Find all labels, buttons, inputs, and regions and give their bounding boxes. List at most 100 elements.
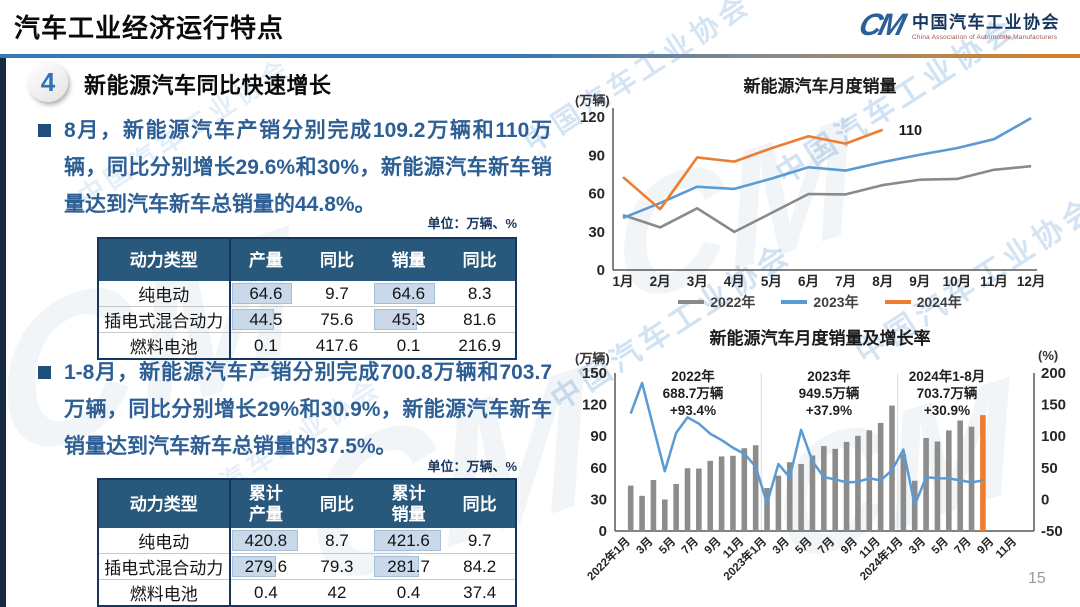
column-header: 销量 (372, 238, 445, 281)
svg-text:2022年1月: 2022年1月 (584, 534, 633, 583)
logo-name-en: China Association of Automobile Manufact… (912, 34, 1058, 41)
cell-data-bar (231, 530, 298, 551)
caam-logo-text: 中国汽车工业协会 China Association of Automobile… (912, 8, 1060, 41)
column-header: 动力类型 (98, 238, 231, 281)
svg-text:7月: 7月 (952, 535, 974, 557)
svg-text:3月: 3月 (906, 535, 928, 557)
svg-text:5月: 5月 (793, 535, 815, 557)
svg-text:5月: 5月 (656, 535, 678, 557)
svg-text:100: 100 (1041, 428, 1066, 445)
cell-data-bar (373, 283, 435, 304)
svg-text:50: 50 (1041, 460, 1058, 477)
svg-text:10月: 10月 (943, 274, 972, 289)
table-cell: 75.6 (301, 306, 373, 333)
column-header: 同比 (301, 238, 373, 281)
svg-text:7月: 7月 (835, 274, 856, 289)
table-cumulative-by-powertype: 动力类型 累计 产量 同比 累计 销量 同比 纯电动 420.8 8.7 421.6 9.7 插电式… (97, 478, 517, 607)
svg-text:8月: 8月 (872, 274, 893, 289)
svg-text:3月: 3月 (634, 535, 656, 557)
column-header: 同比 (444, 479, 516, 528)
table-cell: 8.7 (325, 530, 349, 550)
bullet-jan-aug-text: 1-8月，新能源汽车产销分别完成700.8万辆和703.7万辆，同比分别增长29… (64, 361, 552, 458)
svg-text:120: 120 (580, 109, 605, 126)
unit-label-table2: 单位：万辆、% (427, 459, 517, 474)
chart2-year-annotation: 2023年 949.5万辆 +37.9% (798, 369, 860, 418)
table-row: 插电式混合动力 279.6 79.3 281.7 84.2 (98, 553, 516, 580)
table-cell: 42 (301, 579, 373, 606)
svg-text:11月: 11月 (980, 274, 1008, 289)
table-cell: 燃料电池 (98, 579, 231, 606)
table-cell: 417.6 (301, 332, 373, 359)
svg-text:0: 0 (1041, 491, 1049, 508)
table-row: 燃料电池 0.1 417.6 0.1 216.9 (98, 332, 516, 359)
unit-label-table1: 单位：万辆、% (427, 216, 517, 231)
legend-line-swatch (781, 300, 808, 304)
svg-text:7月: 7月 (815, 535, 837, 557)
cell-data-bar (231, 283, 292, 304)
cell-data-bar (231, 556, 277, 577)
chart2-title: 新能源汽车月度销量及增长率 (709, 329, 931, 348)
svg-text:9月: 9月 (975, 535, 997, 557)
svg-text:0: 0 (597, 262, 605, 279)
table-cell: 0.1 (372, 332, 445, 359)
table-cell: 79.3 (301, 553, 373, 580)
chart1-title: 新能源汽车月度销量 (743, 77, 897, 96)
cell-data-bar (373, 556, 420, 577)
table-row: 纯电动 64.6 9.7 64.6 8.3 (98, 281, 516, 307)
bullet-jan-aug: 1-8月，新能源汽车产销分别完成700.8万辆和703.7万辆，同比分别增长29… (38, 354, 552, 465)
table-cell: 37.4 (444, 579, 516, 606)
table-cell: 44.5 (229, 306, 302, 333)
legend-item: 2024年 (884, 292, 962, 312)
column-header: 动力类型 (98, 479, 231, 528)
table-cell: 插电式混合动力 (98, 306, 231, 333)
chart2-unit-label-left: (万辆) (575, 351, 610, 366)
table-cell: 421.6 (373, 528, 445, 554)
svg-text:5月: 5月 (929, 535, 951, 557)
cell-data-bar (373, 530, 441, 551)
logo-name-cn: 中国汽车工业协会 (912, 13, 1060, 32)
svg-text:90: 90 (588, 147, 605, 164)
chart1-legend: 2022年 2023年 2024年 (560, 292, 1080, 312)
bullet-august: 8月，新能源汽车产销分别完成109.2万辆和110万辆，同比分别增长29.6%和… (38, 112, 552, 223)
legend-label: 2023年 (813, 294, 859, 310)
svg-text:60: 60 (588, 186, 605, 203)
table-cell: 279.6 (229, 553, 302, 580)
column-header: 同比 (444, 238, 516, 281)
page-number: 15 (1028, 570, 1046, 587)
legend-item: 2023年 (781, 292, 859, 312)
table-cell: 281.7 (372, 553, 445, 580)
table-cell: 420.8 (230, 528, 302, 554)
table-cell: 84.2 (444, 553, 516, 580)
table-cell: 燃料电池 (98, 332, 231, 359)
svg-text:9月: 9月 (702, 535, 724, 557)
svg-text:60: 60 (590, 460, 607, 477)
monthly-sales-line-chart: 0 30 60 90 120 1月 2月 3月 4月 5月 6月 7月 8月 9月 10月 11月 12月 110 (580, 108, 1046, 289)
svg-text:2月: 2月 (650, 274, 671, 289)
table-cell: 0.4 (372, 579, 445, 606)
table-cell: 9.7 (325, 283, 349, 303)
chart2-year-annotation: 2022年 688.7万辆 +93.4% (662, 369, 724, 418)
caam-logo-icon: CM (855, 7, 907, 42)
chart2-unit-label-right: (%) (1038, 348, 1059, 363)
chart2-year-annotation: 2024年1-8月 703.7万辆 +30.9% (908, 369, 986, 418)
svg-text:12月: 12月 (1017, 274, 1046, 289)
data-table: 动力类型 累计 产量 同比 累计 销量 同比 纯电动 420.8 8.7 421.6 9.7 插电式… (97, 478, 517, 607)
svg-text:30: 30 (588, 224, 605, 241)
svg-text:90: 90 (590, 428, 607, 445)
chart1-unit-label: (万辆) (575, 93, 610, 108)
table-cell: 0.1 (229, 332, 302, 359)
cell-data-bar (231, 309, 274, 330)
table-cell: 9.7 (467, 530, 492, 550)
table-cell: 0.4 (229, 579, 302, 606)
left-accent-bar (0, 58, 6, 607)
bullet-august-text: 8月，新能源汽车产销分别完成109.2万辆和110万辆，同比分别增长29.6%和… (64, 119, 552, 216)
table-cell: 64.6 (373, 281, 445, 307)
svg-text:110: 110 (899, 123, 922, 139)
table-row: 纯电动 420.8 8.7 421.6 9.7 (98, 528, 516, 554)
caam-logo: CM 中国汽车工业协会 China Association of Automob… (855, 7, 1060, 42)
data-table: 动力类型 产量 同比 销量 同比 纯电动 64.6 9.7 64.6 8.3 插电式混合动力 44.5… (97, 237, 517, 360)
table-cell: 81.6 (444, 306, 516, 333)
section-number-badge: 4 (28, 62, 68, 102)
svg-text:3月: 3月 (770, 535, 792, 557)
